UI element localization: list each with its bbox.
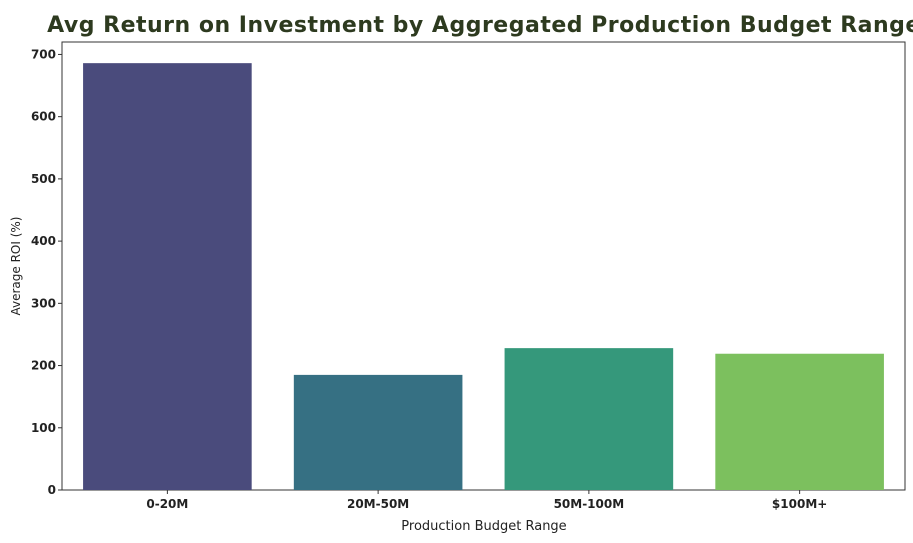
bar-3 xyxy=(715,353,884,490)
x-tick-label-3: $100M+ xyxy=(772,497,827,511)
y-tick-label-4: 400 xyxy=(31,234,56,248)
bar-0 xyxy=(83,63,252,491)
chart-title: Avg Return on Investment by Aggregated P… xyxy=(47,13,913,38)
y-axis-label: Average ROI (%) xyxy=(9,217,23,316)
y-tick-label-3: 300 xyxy=(31,296,56,310)
y-tick-label-0: 0 xyxy=(48,483,56,497)
x-tick-label-0: 0-20M xyxy=(146,497,188,511)
y-tick-label-2: 200 xyxy=(31,359,56,373)
x-axis: 0-20M 20M-50M 50M-100M $100M+ xyxy=(146,490,827,511)
bars-group xyxy=(83,63,884,491)
y-tick-label-1: 100 xyxy=(31,421,56,435)
x-tick-label-2: 50M-100M xyxy=(554,497,625,511)
y-tick-label-7: 700 xyxy=(31,47,56,61)
y-tick-label-5: 500 xyxy=(31,172,56,186)
bar-2 xyxy=(504,348,674,490)
plot-area xyxy=(61,41,906,491)
x-axis-label: Production Budget Range xyxy=(401,519,566,534)
x-tick-label-1: 20M-50M xyxy=(347,497,409,511)
bar-1 xyxy=(293,374,463,490)
y-axis: 0 100 200 300 400 500 600 700 xyxy=(31,47,62,497)
y-tick-label-6: 600 xyxy=(31,110,56,124)
